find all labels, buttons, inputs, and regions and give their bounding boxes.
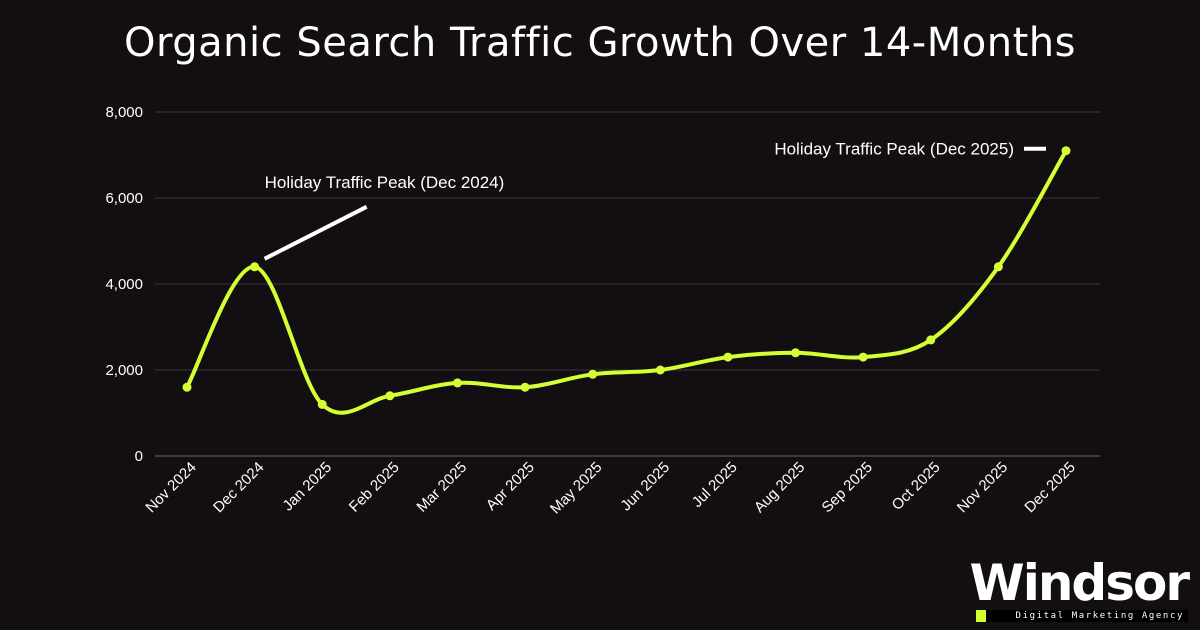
data-points [182, 146, 1071, 409]
logo-tagline-bar: Digital Marketing Agency [976, 610, 1188, 622]
data-point [655, 365, 665, 375]
y-tick-label: 4,000 [105, 276, 143, 293]
y-axis-ticks: 0 2,000 4,000 6,000 8,000 [105, 104, 143, 465]
data-point [385, 391, 395, 401]
logo-tagline: Digital Marketing Agency [1015, 611, 1184, 621]
data-point [182, 382, 192, 392]
x-tick-label: Jan 2025 [279, 459, 335, 515]
x-tick-label: Mar 2025 [413, 459, 470, 516]
y-tick-label: 0 [135, 448, 143, 465]
x-tick-label: Aug 2025 [751, 459, 808, 516]
x-tick-label: Apr 2025 [483, 459, 538, 514]
y-tick-label: 8,000 [105, 104, 143, 121]
annotations: Holiday Traffic Peak (Dec 2024) Holiday … [263, 140, 1046, 261]
data-point [858, 352, 868, 362]
gridlines [155, 111, 1100, 457]
data-point [723, 352, 733, 362]
logo-accent-block [976, 610, 986, 622]
chart-title: Organic Search Traffic Growth Over 14-Mo… [124, 20, 1076, 66]
x-tick-label: May 2025 [547, 459, 606, 518]
data-point [993, 262, 1003, 272]
data-point [250, 262, 260, 272]
windsor-logo: Windsor Digital Marketing Agency [968, 554, 1190, 624]
logo-wordmark: Windsor [969, 554, 1190, 612]
data-point [317, 399, 327, 409]
data-point [1061, 146, 1071, 156]
x-tick-label: Oct 2025 [889, 459, 944, 514]
x-axis-ticks: Nov 2024 Dec 2024 Jan 2025 Feb 2025 Mar 2025… [142, 459, 1078, 518]
x-tick-label: Sep 2025 [819, 459, 876, 516]
y-tick-label: 6,000 [105, 190, 143, 207]
x-tick-label: Dec 2024 [210, 459, 267, 516]
data-point [588, 369, 598, 379]
x-tick-label: Nov 2024 [142, 459, 199, 516]
x-tick-label: Nov 2025 [954, 459, 1011, 516]
x-tick-label: Feb 2025 [346, 459, 403, 516]
x-tick-label: Dec 2025 [1021, 459, 1078, 516]
data-point [926, 335, 936, 345]
y-tick-label: 2,000 [105, 362, 143, 379]
x-tick-label: Jun 2025 [617, 459, 673, 515]
data-point [520, 382, 530, 392]
data-point [791, 348, 801, 358]
annotation-label-dec-2024: Holiday Traffic Peak (Dec 2024) [265, 173, 505, 192]
annotation-label-dec-2025: Holiday Traffic Peak (Dec 2025) [774, 140, 1014, 159]
annotation-pointer-dec-2024 [263, 205, 368, 261]
x-tick-label: Jul 2025 [689, 459, 741, 511]
data-point [452, 378, 462, 388]
